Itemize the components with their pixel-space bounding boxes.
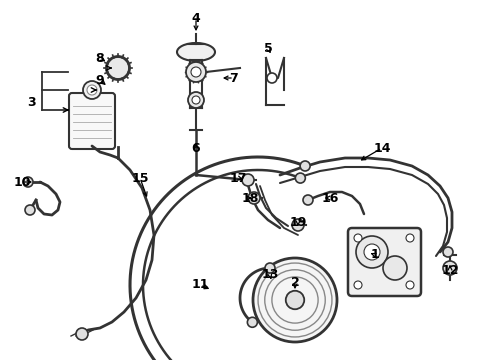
Text: 1: 1 [370,248,379,261]
Circle shape [242,174,253,186]
Circle shape [266,73,276,83]
Text: 19: 19 [289,216,306,229]
FancyBboxPatch shape [347,228,420,296]
Circle shape [192,96,200,104]
Text: 11: 11 [191,279,208,292]
Circle shape [83,81,101,99]
Text: 5: 5 [263,41,272,54]
Text: 2: 2 [290,275,299,288]
Text: 15: 15 [131,171,148,184]
Circle shape [185,62,205,82]
Text: 13: 13 [261,269,278,282]
Circle shape [87,85,97,95]
Circle shape [291,219,304,231]
Circle shape [405,234,413,242]
Circle shape [382,256,406,280]
Circle shape [295,173,305,183]
Text: 9: 9 [96,73,104,86]
Text: 12: 12 [440,264,458,276]
Circle shape [355,236,387,268]
Circle shape [442,247,452,257]
Circle shape [285,291,304,309]
Circle shape [25,205,35,215]
Text: 17: 17 [229,171,246,184]
Circle shape [106,56,130,80]
Circle shape [363,244,379,260]
Circle shape [191,67,201,77]
Circle shape [247,317,257,327]
Circle shape [353,281,361,289]
Text: 8: 8 [96,51,104,64]
Text: 10: 10 [13,175,31,189]
Circle shape [187,92,203,108]
Circle shape [405,281,413,289]
Ellipse shape [177,43,215,61]
Text: 7: 7 [229,72,238,85]
Circle shape [300,161,309,171]
Circle shape [76,328,88,340]
Circle shape [247,192,260,204]
Circle shape [442,261,456,275]
Text: 18: 18 [241,192,258,204]
Text: 6: 6 [191,141,200,154]
Circle shape [353,234,361,242]
Circle shape [23,177,33,187]
Text: 14: 14 [372,141,390,154]
FancyBboxPatch shape [69,93,115,149]
Circle shape [252,258,336,342]
Text: 3: 3 [28,95,36,108]
Circle shape [303,195,312,205]
Text: 4: 4 [191,12,200,24]
Text: 16: 16 [321,192,338,204]
Circle shape [264,263,274,273]
